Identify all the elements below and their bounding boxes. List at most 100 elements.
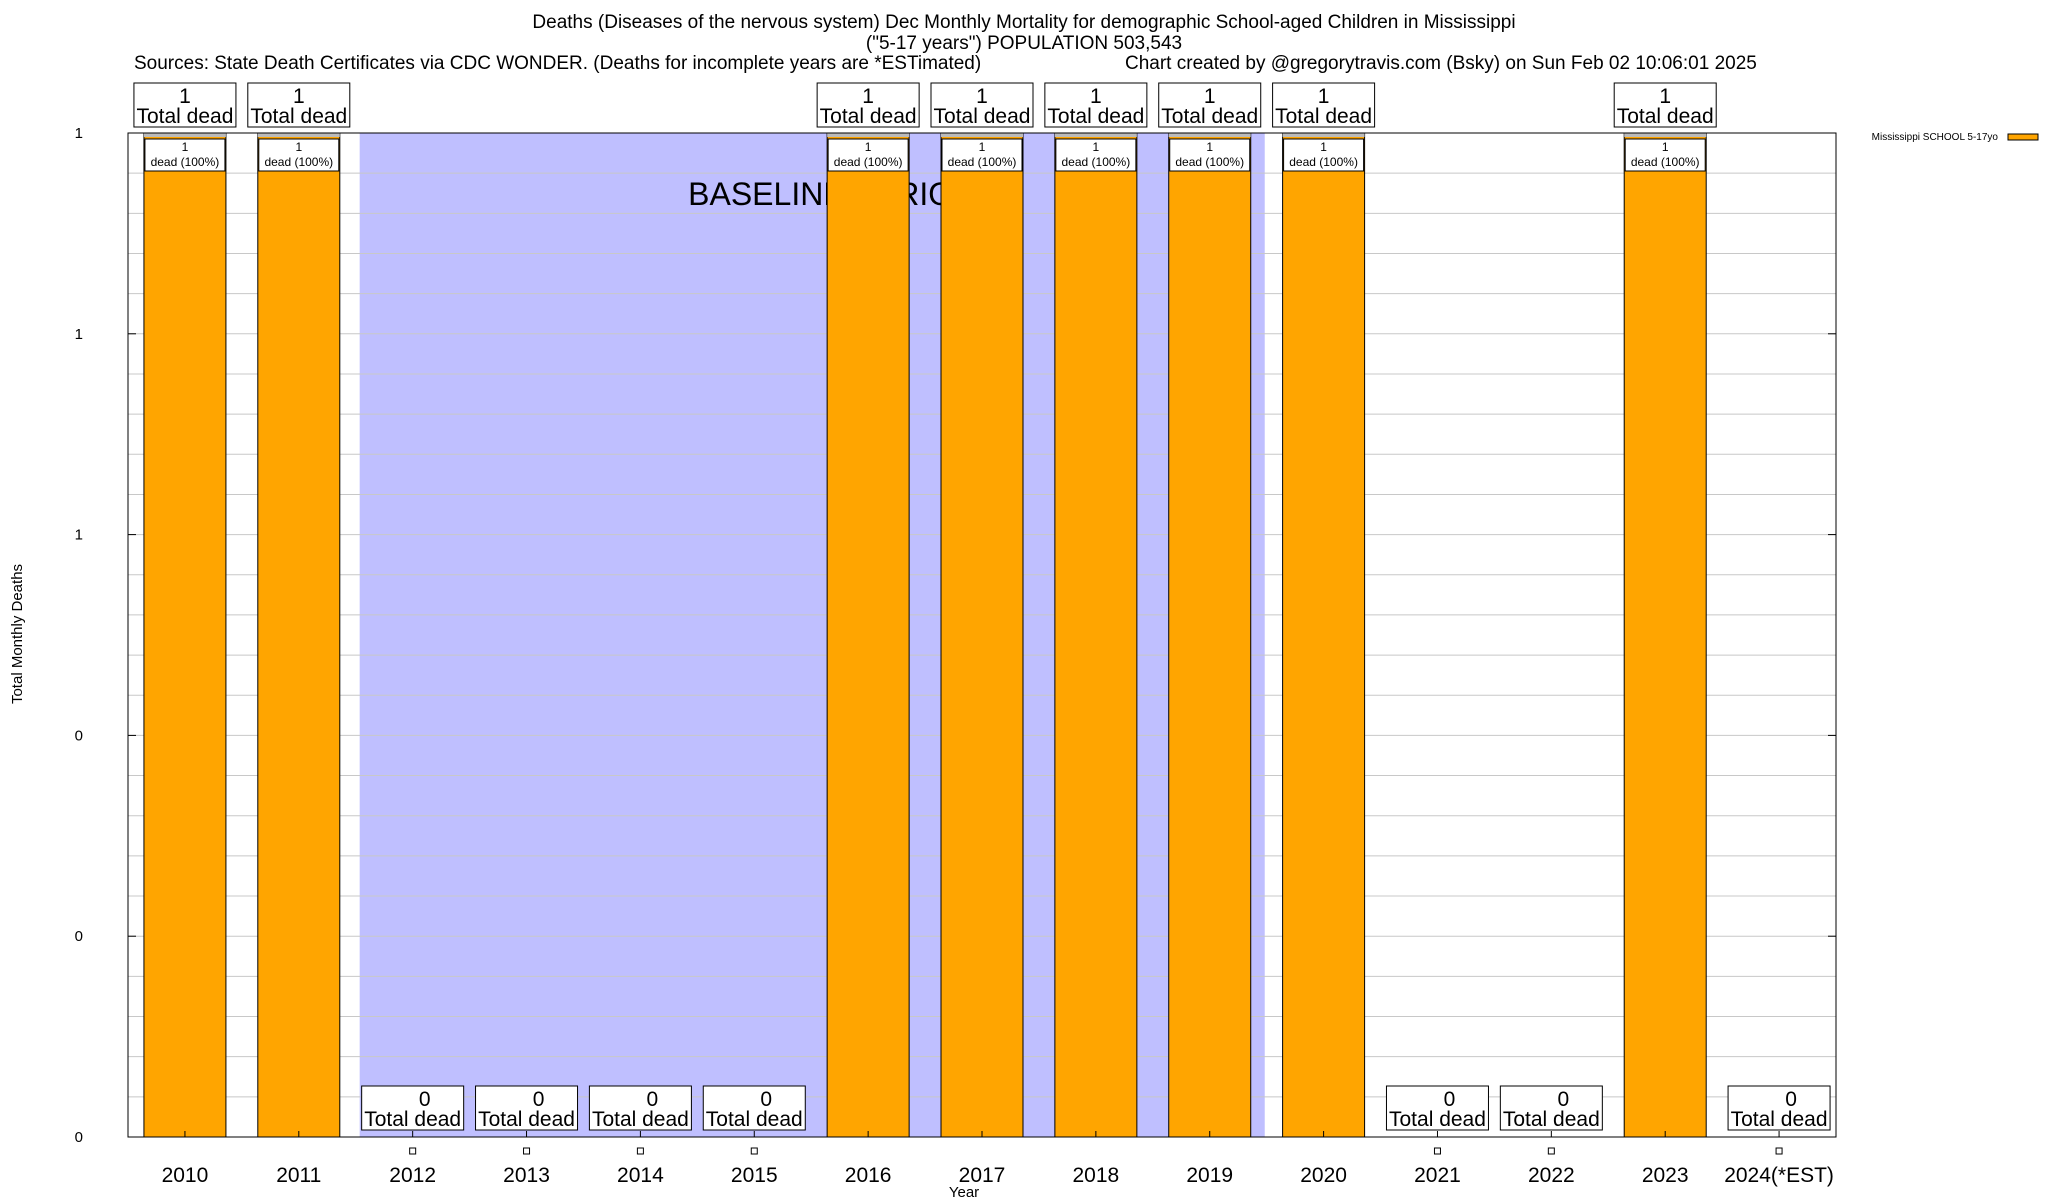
bar-cap [143,133,226,137]
total-count-label: 1 [179,85,191,108]
segment-label-box [1283,138,1365,172]
x-tick-label: 2023 [1642,1164,1689,1187]
total-count-label: 1 [293,85,305,108]
segment-label-box [1624,138,1706,172]
x-tick-label: 2013 [503,1164,550,1187]
total-count-label: 1 [1090,85,1102,108]
segment-count-label: 1 [1320,140,1327,154]
zero-marker [409,1147,417,1155]
x-tick-label: 2010 [162,1164,209,1187]
y-tick-label: 1 [75,527,83,544]
total-label-box [1385,1085,1489,1131]
total-label-box [1613,82,1717,128]
segment-pct-label: dead (100%) [1631,155,1700,169]
total-dead-label: Total dead [934,105,1031,128]
total-dead-label: Total dead [364,1108,461,1131]
bar-cap [1054,133,1137,137]
total-count-label: 0 [760,1088,772,1111]
total-label-box [588,1085,692,1131]
chart-title-line2: ("5-17 years") POPULATION 503,543 [865,33,1183,54]
total-label-box [133,82,237,128]
total-label-box [702,1085,806,1131]
total-label-box [930,82,1034,128]
total-count-label: 0 [533,1088,545,1111]
segment-count-label: 1 [295,140,302,154]
segment-pct-label: dead (100%) [264,155,333,169]
total-count-label: 1 [1204,85,1216,108]
zero-marker [523,1147,531,1155]
total-dead-label: Total dead [136,105,233,128]
segment-pct-label: dead (100%) [1289,155,1358,169]
x-tick-label: 2012 [389,1164,436,1187]
y-tick-label: 1 [75,125,83,142]
total-label-box [1158,82,1262,128]
total-count-label: 1 [1659,85,1671,108]
x-tick-label: 2014 [617,1164,664,1187]
y-tick-label: 0 [75,1129,83,1146]
x-tick-label: 2011 [276,1164,321,1187]
bar [826,132,910,1138]
segment-label-box [827,138,909,172]
total-label-box [1044,82,1148,128]
x-tick-label: 2017 [959,1164,1006,1187]
x-tick-label: 2015 [731,1164,778,1187]
x-tick-label: 2016 [845,1164,892,1187]
legend-label: Mississippi SCHOOL 5-17yo [1872,132,1999,143]
bar [1054,132,1138,1138]
bar [1168,132,1252,1138]
bar-cap [1168,133,1251,137]
segment-count-label: 1 [1662,140,1669,154]
total-count-label: 0 [647,1088,659,1111]
zero-marker [636,1147,644,1155]
total-label-box [247,82,351,128]
segment-count-label: 1 [865,140,872,154]
total-count-label: 1 [862,85,874,108]
legend-swatch [2007,133,2039,141]
segment-pct-label: dead (100%) [151,155,220,169]
chart-title-line1: Deaths (Diseases of the nervous system) … [532,12,1516,33]
total-dead-label: Total dead [706,1108,803,1131]
x-tick-label: 2021 [1414,1164,1461,1187]
total-dead-label: Total dead [250,105,347,128]
y-tick-label: 0 [75,727,83,744]
total-count-label: 0 [1785,1088,1797,1111]
total-label-box [475,1085,579,1131]
bar-cap [1282,133,1365,137]
x-tick-label: 2024(*EST) [1724,1164,1834,1187]
segment-count-label: 1 [1206,140,1213,154]
total-dead-label: Total dead [1617,105,1714,128]
total-dead-label: Total dead [1047,105,1144,128]
total-label-box [1727,1085,1831,1131]
total-label-box [361,1085,465,1131]
segment-pct-label: dead (100%) [948,155,1017,169]
bar [1282,132,1366,1138]
total-dead-label: Total dead [592,1108,689,1131]
total-dead-label: Total dead [820,105,917,128]
chart-credit: Chart created by @gregorytravis.com (Bsk… [1125,53,1757,74]
total-dead-label: Total dead [1503,1108,1600,1131]
total-dead-label: Total dead [1731,1108,1828,1131]
zero-marker [1775,1147,1783,1155]
total-label-box [1499,1085,1603,1131]
total-count-label: 1 [976,85,988,108]
segment-pct-label: dead (100%) [834,155,903,169]
total-count-label: 0 [1557,1088,1569,1111]
x-tick-label: 2022 [1528,1164,1575,1187]
segment-label-box [144,138,226,172]
segment-pct-label: dead (100%) [1175,155,1244,169]
zero-marker [750,1147,758,1155]
bar [940,132,1024,1138]
bar-cap [1624,133,1707,137]
bar [1623,132,1707,1138]
y-axis-title: Total Monthly Deaths [9,564,26,704]
x-tick-label: 2018 [1073,1164,1120,1187]
total-label-box [816,82,920,128]
segment-pct-label: dead (100%) [1062,155,1131,169]
total-dead-label: Total dead [478,1108,575,1131]
total-label-box [1272,82,1376,128]
total-dead-label: Total dead [1161,105,1258,128]
segment-count-label: 1 [979,140,986,154]
total-count-label: 0 [1444,1088,1456,1111]
bar-cap [257,133,340,137]
